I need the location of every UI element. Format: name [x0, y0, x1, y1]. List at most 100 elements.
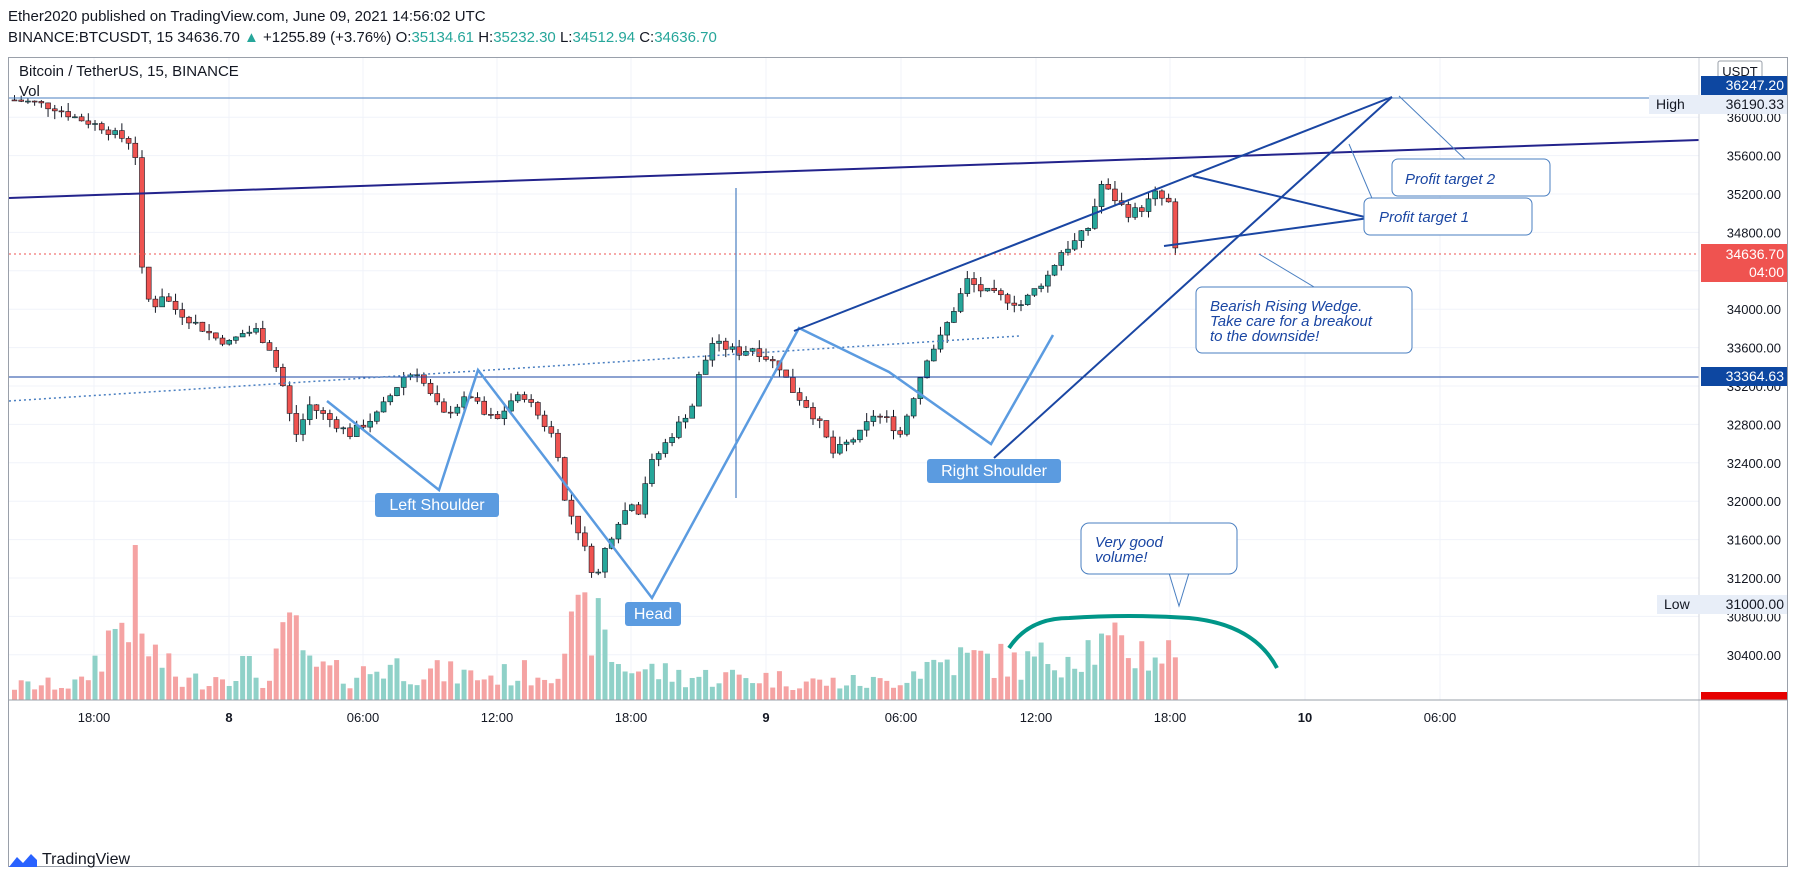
x-tick-label: 8 [225, 710, 232, 725]
volume-bar [119, 622, 125, 700]
low-price-text: 31000.00 [1726, 596, 1785, 612]
volume-bar [374, 671, 380, 700]
volume-bar [454, 683, 460, 700]
head-label[interactable]: Head [625, 602, 681, 626]
candle-body [649, 459, 655, 484]
price-axis[interactable]: 36000.0035600.0035200.0034800.0034400.00… [1649, 58, 1787, 866]
candle-body [233, 336, 239, 341]
volume-bar [1038, 642, 1044, 700]
candle-body [568, 499, 575, 517]
candle-body [387, 395, 394, 403]
candle-body [964, 278, 971, 294]
candle-body [662, 442, 669, 454]
candle-body [783, 369, 789, 378]
volume-legend-label: Vol [19, 83, 40, 100]
candle-body [199, 321, 206, 332]
left-shoulder-label[interactable]: Left Shoulder [375, 493, 499, 517]
volume-bar [18, 680, 24, 700]
neckline-price-text: 33364.63 [1726, 368, 1785, 384]
candle-body [58, 110, 65, 113]
candle-body [863, 421, 870, 431]
volume-bar [750, 683, 756, 700]
volume-bar [1011, 652, 1017, 700]
price-chart[interactable]: Profit target 2 Profit target 1 Bearish … [9, 58, 1787, 866]
volume-bar [1058, 677, 1064, 700]
right-shoulder-label[interactable]: Right Shoulder [927, 459, 1061, 483]
volume-bar [199, 689, 205, 700]
candle-body [696, 374, 702, 407]
candle-body [951, 311, 957, 323]
volume-bar [186, 677, 192, 700]
candle-body [837, 444, 843, 454]
candle-body [1065, 248, 1071, 253]
current-price-text: 34636.70 [1726, 246, 1785, 262]
candle-body [481, 400, 488, 415]
volume-bar [52, 689, 58, 700]
candle-body [917, 377, 924, 399]
tradingview-brand: TradingView [42, 851, 131, 868]
volume-bar [904, 682, 910, 700]
volume-bar [481, 679, 487, 700]
volume-arc [1007, 614, 1279, 669]
volume-bar [964, 652, 970, 700]
candle-body [1098, 184, 1105, 207]
x-tick-label: 12:00 [481, 710, 514, 725]
candle-body [635, 504, 642, 515]
candle-body [1172, 201, 1179, 249]
profit-target-1-callout[interactable]: Profit target 1 [1363, 197, 1533, 236]
candle-body [1159, 190, 1165, 199]
candle-body [18, 99, 25, 102]
volume-bar [917, 678, 923, 700]
wedge-note-callout[interactable]: Bearish Rising Wedge. Take care for a br… [1195, 286, 1413, 354]
volume-bar [193, 673, 199, 700]
volume-bar [381, 678, 387, 700]
tradingview-logo-icon [9, 854, 37, 867]
volume-note-line-2: volume! [1095, 549, 1148, 566]
candle-body [883, 416, 890, 418]
volume-bar [468, 670, 474, 700]
volume-bar [636, 671, 642, 700]
high-line-price-label: 36247.20 [1701, 76, 1787, 95]
chart-panel[interactable]: Profit target 2 Profit target 1 Bearish … [8, 57, 1788, 867]
volume-bar [857, 685, 863, 700]
candle-body [219, 337, 226, 345]
candle-body [521, 394, 528, 400]
volume-bar [521, 660, 527, 700]
candle-body [669, 437, 675, 443]
volume-bar [797, 688, 803, 700]
volume-bar [340, 683, 346, 700]
candle-body [367, 420, 373, 428]
time-axis[interactable]: 18:00 8 06:00 12:00 18:00 9 06:00 12:00 18:00 10 0… [9, 699, 1787, 725]
volume-bar [1112, 622, 1118, 700]
y-tick-label: 33600.00 [1727, 341, 1781, 356]
volume-bar [763, 672, 769, 700]
candle-body [273, 350, 279, 368]
candle-body [434, 393, 441, 403]
wedge-note-line-2: Take care for a breakout [1210, 313, 1373, 330]
x-tick-label: 06:00 [347, 710, 380, 725]
high-price-text: 36190.33 [1726, 96, 1785, 112]
volume-bar [884, 680, 890, 700]
volume-note-callout[interactable]: Very good volume! [1080, 522, 1238, 575]
volume-bar [421, 679, 427, 700]
volume-bar [334, 660, 340, 700]
currency-text: USDT [1722, 64, 1757, 79]
volume-bar [830, 677, 836, 700]
volume-bar [951, 675, 957, 700]
change-up-icon: ▲ [243, 29, 259, 46]
volume-bar [877, 678, 883, 700]
candle-body [192, 321, 199, 324]
candle-body [709, 343, 716, 361]
volume-bar [293, 615, 299, 700]
candle-body [293, 413, 300, 435]
profit-target-2-callout[interactable]: Profit target 2 [1391, 158, 1551, 197]
candle-body [501, 410, 508, 419]
volume-bar [844, 685, 850, 700]
volume-bar [1078, 671, 1084, 700]
candle-body [380, 401, 387, 413]
volume-bar [642, 669, 648, 700]
x-tick-label: 9 [762, 710, 769, 725]
candle-body [850, 439, 857, 443]
tradingview-footer[interactable]: TradingView [8, 851, 130, 869]
candle-body [830, 436, 836, 454]
